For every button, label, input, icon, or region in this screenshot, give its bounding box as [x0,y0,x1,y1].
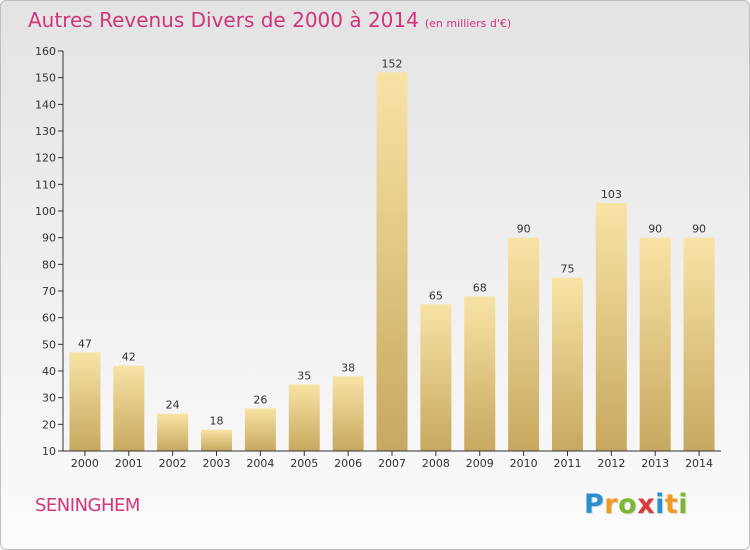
bar [683,237,715,451]
bar-value-label: 47 [78,337,92,350]
x-tick-label: 2002 [159,457,187,470]
bar-value-label: 75 [560,263,574,276]
x-tick-label: 2005 [290,457,318,470]
bar-value-label: 103 [601,188,622,201]
y-tick-label: 10 [42,445,56,458]
bar [464,296,496,451]
y-axis: 10 20 30 40 50 60 70 80 90 100 110 120 130 140 150 160 [35,45,64,458]
bar [639,237,671,451]
x-axis: 2000 2001 2002 2003 2004 2005 2006 2007 2008 2009… [63,450,721,470]
y-tick-label: 130 [35,125,56,138]
y-tick-label: 80 [42,258,56,271]
x-tick-label: 2014 [685,457,713,470]
town-name: SENINGHEM [35,495,140,516]
chart-title-text: Autres Revenus Divers de 2000 à 2014 [28,8,419,32]
logo-letter: i [655,489,665,520]
chart-unit-note: (en milliers d'€) [424,17,512,30]
x-tick-label: 2000 [71,457,99,470]
logo-letter: t [664,489,679,520]
bar-value-label: 26 [253,393,267,406]
logo-letter: i [678,489,689,520]
x-tick-label: 2007 [378,457,406,470]
x-tick-label: 2001 [115,457,143,470]
chart-title: Autres Revenus Divers de 2000 à 2014 (en … [28,8,511,32]
x-tick-label: 2003 [203,457,231,470]
logo-letter: r [604,489,619,520]
logo-letter: o [618,489,638,520]
y-tick-label: 110 [35,178,56,191]
x-tick-label: 2006 [334,457,362,470]
bar [113,365,145,451]
proxiti-logo: Proxiti [584,489,688,520]
bar [69,352,101,451]
bar-value-label: 35 [297,369,311,382]
y-tick-label: 100 [35,205,56,218]
bar [551,277,583,451]
bar [595,203,627,451]
y-tick-label: 90 [42,232,56,245]
y-tick-label: 120 [35,152,56,165]
x-tick-label: 2011 [553,457,581,470]
bar-value-label: 18 [210,415,224,428]
x-tick-label: 2008 [422,457,450,470]
bar-value-label: 42 [122,351,136,364]
logo-letter: P [584,489,605,520]
y-tick-label: 30 [42,392,56,405]
bar [508,237,540,451]
bar [376,72,408,451]
y-tick-label: 70 [42,285,56,298]
x-tick-label: 2004 [246,457,274,470]
bar-value-label: 65 [429,289,443,302]
x-tick-label: 2010 [510,457,538,470]
bar-value-label: 68 [473,281,487,294]
bars: 47 42 24 18 26 35 38 152 65 68 90 75 103 90 90 [69,57,715,451]
x-tick-label: 2009 [466,457,494,470]
bar-value-label: 90 [648,223,662,236]
bar [244,408,276,451]
bar-value-label: 38 [341,361,355,374]
bar [420,304,452,451]
x-tick-label: 2013 [641,457,669,470]
y-tick-label: 20 [42,418,56,431]
bar-value-label: 152 [382,57,403,70]
y-tick-label: 140 [35,98,56,111]
bar [332,376,364,451]
bar-value-label: 90 [692,223,706,236]
y-tick-label: 40 [42,365,56,378]
bar [157,413,189,451]
bar [201,429,233,451]
y-tick-label: 160 [35,45,56,58]
y-tick-label: 150 [35,72,56,85]
bar-value-label: 90 [517,223,531,236]
y-tick-label: 60 [42,312,56,325]
x-tick-label: 2012 [597,457,625,470]
logo-letter: x [637,489,656,520]
bar-value-label: 24 [166,399,180,412]
bar [288,384,320,451]
y-tick-label: 50 [42,338,56,351]
